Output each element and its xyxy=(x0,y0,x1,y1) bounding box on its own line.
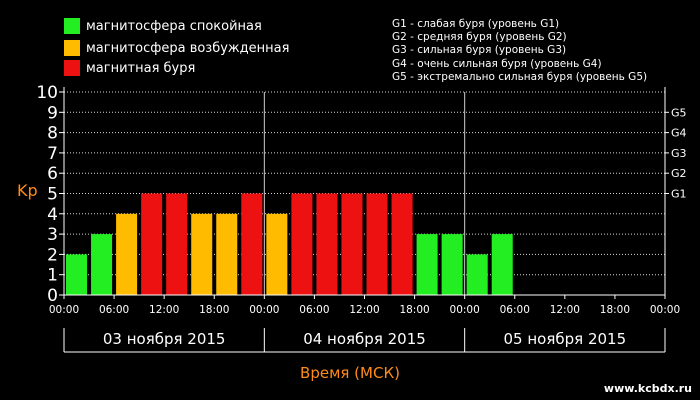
kp-bar xyxy=(366,193,388,295)
legend-item: магнитосфера спокойная xyxy=(64,18,262,34)
g-legend-item: G2 - средняя буря (уровень G2) xyxy=(392,31,567,44)
kp-bar xyxy=(241,193,263,295)
kp-bar xyxy=(266,213,288,295)
g-level-legend: G1 - слабая буря (уровень G1) G2 - средн… xyxy=(392,18,647,84)
legend-swatch xyxy=(64,40,80,56)
kp-bar xyxy=(116,213,138,295)
kp-bar xyxy=(341,193,363,295)
x-tick-label: 18:00 xyxy=(600,304,630,316)
y-tick-label: 10 xyxy=(36,83,58,103)
kp-bar xyxy=(216,213,238,295)
kp-bar xyxy=(491,234,513,295)
x-tick-label: 06:00 xyxy=(299,304,329,316)
x-tick-label: 00:00 xyxy=(650,304,680,316)
g-tick-label: G2 xyxy=(671,167,687,180)
kp-bar xyxy=(91,234,113,295)
y-tick-label: 1 xyxy=(47,266,58,286)
x-tick-label: 12:00 xyxy=(149,304,179,316)
kp-bar xyxy=(391,193,413,295)
legend-label: магнитная буря xyxy=(86,60,196,76)
watermark: www.kcbdx.ru xyxy=(603,382,692,395)
y-tick-label: 7 xyxy=(47,144,58,164)
kp-bar xyxy=(316,193,338,295)
y-tick-label: 2 xyxy=(47,245,58,265)
date-label: 04 ноября 2015 xyxy=(303,330,426,348)
x-tick-label: 00:00 xyxy=(49,304,79,316)
x-tick-label: 00:00 xyxy=(450,304,480,316)
kp-bar xyxy=(416,234,438,295)
legend-item: магнитная буря xyxy=(64,60,195,76)
y-tick-label: 6 xyxy=(47,164,58,184)
g-legend-item: G4 - очень сильная буря (уровень G4) xyxy=(392,57,602,70)
legend-label: магнитосфера возбужденная xyxy=(86,40,290,56)
y-axis-label: Kp xyxy=(17,181,38,200)
kp-bar xyxy=(291,193,313,295)
g-tick-label: G4 xyxy=(671,127,687,140)
kp-bar xyxy=(191,213,213,295)
x-tick-label: 18:00 xyxy=(399,304,429,316)
g-tick-label: G1 xyxy=(671,188,687,201)
x-tick-label: 12:00 xyxy=(349,304,379,316)
g-legend-item: G1 - слабая буря (уровень G1) xyxy=(392,18,560,30)
kp-bar xyxy=(66,254,88,295)
y-tick-label: 0 xyxy=(47,286,58,306)
y-tick-label: 5 xyxy=(47,185,58,205)
x-tick-label: 06:00 xyxy=(500,304,530,316)
g-tick-label: G5 xyxy=(671,106,687,119)
y-tick-label: 3 xyxy=(47,225,58,245)
y-tick-label: 8 xyxy=(47,124,58,144)
x-tick-label: 12:00 xyxy=(550,304,580,316)
y-tick-label: 4 xyxy=(47,205,58,225)
g-tick-label: G3 xyxy=(671,147,687,160)
kp-bar xyxy=(141,193,163,295)
date-label: 05 ноября 2015 xyxy=(504,330,627,348)
legend-item: магнитосфера возбужденная xyxy=(64,40,289,56)
y-tick-label: 9 xyxy=(47,103,58,123)
date-label: 03 ноября 2015 xyxy=(103,330,226,348)
g-legend-item: G3 - сильная буря (уровень G3) xyxy=(392,44,567,57)
kp-bar xyxy=(466,254,488,295)
kp-bar xyxy=(441,234,463,295)
legend-label: магнитосфера спокойная xyxy=(86,18,262,34)
kp-bar xyxy=(166,193,188,295)
x-tick-label: 18:00 xyxy=(199,304,229,316)
legend-swatch xyxy=(64,18,80,34)
x-axis-title: Время (МСК) xyxy=(300,364,400,382)
legend-swatch xyxy=(64,60,80,76)
x-tick-label: 06:00 xyxy=(99,304,129,316)
g-legend-item: G5 - экстремально сильная буря (уровень … xyxy=(392,70,648,83)
x-tick-label: 00:00 xyxy=(249,304,279,316)
